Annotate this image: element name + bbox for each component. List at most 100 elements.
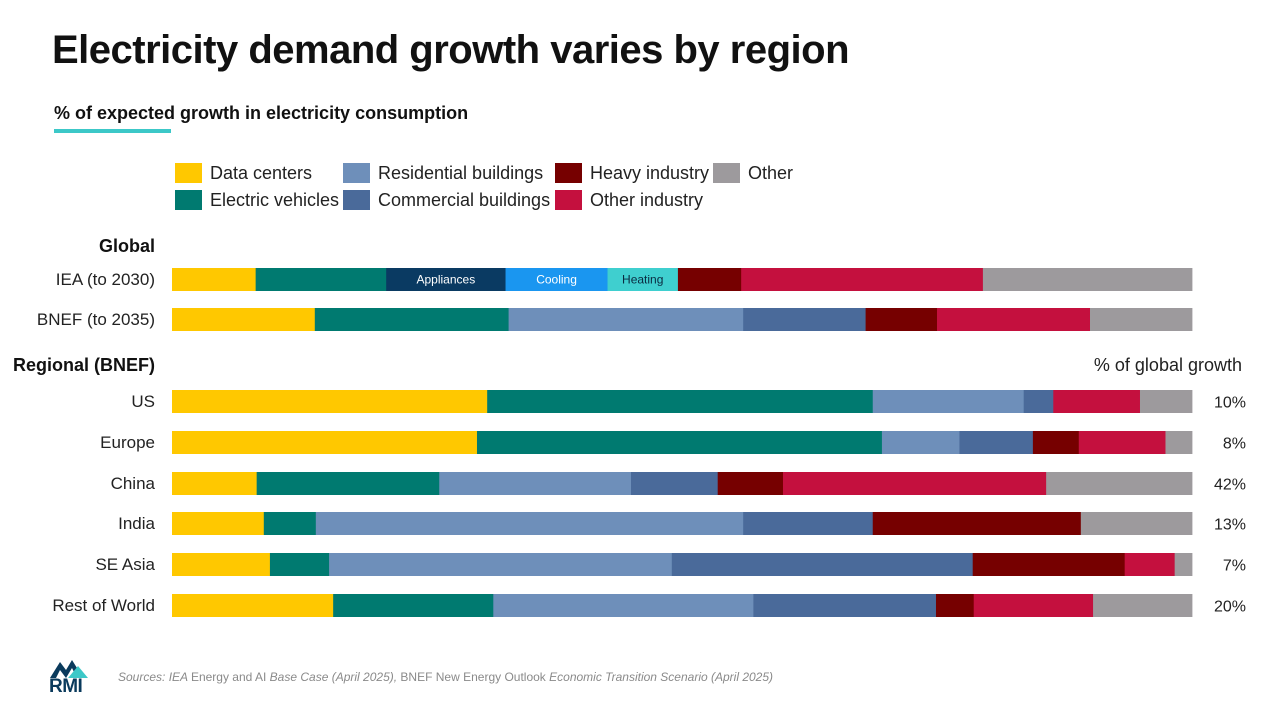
bar-segment-se-asia-other-industry bbox=[1124, 553, 1176, 576]
bar-segment-europe-residential-buildings bbox=[881, 431, 960, 454]
source-prefix: Sources: bbox=[118, 670, 169, 684]
bar-segment-bnef-to-2035-other-industry bbox=[937, 308, 1091, 331]
global-share-rest-of-world: 20% bbox=[1214, 599, 1246, 616]
row-label-iea-to-2030: IEA (to 2030) bbox=[56, 270, 155, 289]
legend-label: Commercial buildings bbox=[378, 189, 551, 210]
subtitle-underline bbox=[54, 129, 171, 133]
bar-segment-rest-of-world-residential-buildings bbox=[493, 594, 754, 617]
bar-segment-europe-electric-vehicles bbox=[476, 431, 883, 454]
bar-segment-iea-to-2030-heavy-industry bbox=[677, 268, 742, 291]
bar-segment-india-other bbox=[1080, 512, 1193, 535]
bar-segment-rest-of-world-commercial-buildings bbox=[753, 594, 937, 617]
source-note: Sources: IEA Energy and AI Base Case (Ap… bbox=[118, 670, 773, 684]
bar-segment-se-asia-commercial-buildings bbox=[671, 553, 974, 576]
bar-segment-europe-commercial-buildings bbox=[959, 431, 1034, 454]
legend-swatch bbox=[343, 163, 370, 183]
legend-swatch bbox=[555, 190, 582, 210]
bar-segment-se-asia-other bbox=[1174, 553, 1193, 576]
global-share-se-asia: 7% bbox=[1223, 558, 1246, 575]
bar-segment-india-heavy-industry bbox=[872, 512, 1082, 535]
bar-segment-china-residential-buildings bbox=[439, 472, 632, 495]
source-bnef-scenario: Economic Transition Scenario (April 2025… bbox=[549, 670, 774, 684]
bar-segment-us-commercial-buildings bbox=[1023, 390, 1054, 413]
bar-segment-india-data-centers bbox=[172, 512, 265, 535]
bar-segment-us-other bbox=[1139, 390, 1193, 413]
row-label-rest-of-world: Rest of World bbox=[52, 596, 155, 615]
row-label-china: China bbox=[111, 474, 156, 493]
bar-segment-se-asia-data-centers bbox=[172, 553, 271, 576]
bar-segment-europe-heavy-industry bbox=[1032, 431, 1080, 454]
segment-label-heating: Heating bbox=[622, 273, 663, 287]
chart-subtitle: % of expected growth in electricity cons… bbox=[54, 103, 469, 123]
legend-swatch bbox=[175, 163, 202, 183]
global-share-us: 10% bbox=[1214, 395, 1246, 412]
bar-segment-bnef-to-2035-electric-vehicles bbox=[314, 308, 509, 331]
row-label-us: US bbox=[131, 392, 155, 411]
bar-segment-rest-of-world-data-centers bbox=[172, 594, 334, 617]
bar-segment-bnef-to-2035-residential-buildings bbox=[508, 308, 744, 331]
bar-segment-us-electric-vehicles bbox=[487, 390, 874, 413]
source-bnef-report: New Energy Outlook bbox=[435, 670, 550, 684]
legend-swatch bbox=[343, 190, 370, 210]
legend-item-electric-vehicles: Electric vehicles bbox=[175, 189, 339, 211]
bar-segment-us-residential-buildings bbox=[872, 390, 1025, 413]
bar-segment-china-heavy-industry bbox=[717, 472, 784, 495]
bar-segment-china-other bbox=[1046, 472, 1193, 495]
bar-segment-china-electric-vehicles bbox=[256, 472, 440, 495]
bar-segment-rest-of-world-other bbox=[1093, 594, 1193, 617]
legend-label: Residential buildings bbox=[378, 162, 544, 183]
segment-label-appliances: Appliances bbox=[417, 273, 476, 287]
legend-label: Other industry bbox=[590, 189, 704, 210]
global-share-china: 42% bbox=[1214, 477, 1246, 494]
bar-segment-bnef-to-2035-data-centers bbox=[172, 308, 316, 331]
row-label-se-asia: SE Asia bbox=[95, 555, 155, 574]
bar-segment-se-asia-residential-buildings bbox=[329, 553, 673, 576]
global-share-india: 13% bbox=[1214, 517, 1246, 534]
bar-segment-iea-to-2030-other bbox=[982, 268, 1193, 291]
bar-segment-india-commercial-buildings bbox=[743, 512, 874, 535]
row-label-india: India bbox=[118, 514, 155, 533]
bar-segment-se-asia-heavy-industry bbox=[972, 553, 1126, 576]
bar-segment-iea-to-2030-other-industry bbox=[741, 268, 984, 291]
legend-item-residential-buildings: Residential buildings bbox=[343, 162, 543, 184]
bar-segment-iea-to-2030-appliances bbox=[386, 268, 506, 291]
bar-segment-bnef-to-2035-commercial-buildings bbox=[743, 308, 866, 331]
bar-segment-india-residential-buildings bbox=[315, 512, 744, 535]
legend-swatch bbox=[175, 190, 202, 210]
bar-segment-iea-to-2030-cooling bbox=[505, 268, 608, 291]
legend-swatch bbox=[555, 163, 582, 183]
bar-segment-india-electric-vehicles bbox=[263, 512, 317, 535]
bar-segment-bnef-to-2035-other bbox=[1090, 308, 1193, 331]
bar-segment-bnef-to-2035-heavy-industry bbox=[865, 308, 938, 331]
bar-segment-iea-to-2030-electric-vehicles bbox=[255, 268, 387, 291]
bar-segment-iea-to-2030-data-centers bbox=[172, 268, 257, 291]
legend-item-heavy-industry: Heavy industry bbox=[555, 162, 709, 184]
bar-segment-europe-other bbox=[1165, 431, 1193, 454]
source-iea-report: Energy and AI bbox=[190, 670, 270, 684]
global-share-europe: 8% bbox=[1223, 436, 1246, 453]
bar-segment-china-commercial-buildings bbox=[631, 472, 719, 495]
legend-swatch bbox=[713, 163, 740, 183]
legend-label: Electric vehicles bbox=[210, 189, 340, 210]
global-growth-header: % of global growth bbox=[1093, 355, 1242, 375]
source-iea: IEA bbox=[168, 670, 191, 684]
legend-label: Data centers bbox=[210, 162, 313, 183]
rmi-logo-icon bbox=[50, 660, 88, 678]
source-iea-case: Base Case (April 2025), bbox=[269, 670, 401, 684]
bar-segment-us-other-industry bbox=[1053, 390, 1141, 413]
segment-label-cooling: Cooling bbox=[536, 273, 577, 287]
bar-segment-china-data-centers bbox=[172, 472, 258, 495]
legend-item-other-industry: Other industry bbox=[555, 189, 703, 211]
row-label-bnef-to-2035: BNEF (to 2035) bbox=[37, 310, 155, 329]
section-label-global: Global bbox=[98, 236, 155, 256]
bar-segment-europe-data-centers bbox=[172, 431, 478, 454]
bar-segment-china-other-industry bbox=[782, 472, 1047, 495]
row-label-europe: Europe bbox=[100, 433, 155, 452]
bar-segment-iea-to-2030-heating bbox=[607, 268, 679, 291]
rmi-logo-text: RMI bbox=[49, 676, 83, 697]
legend-item-other: Other bbox=[713, 162, 793, 184]
legend-label: Heavy industry bbox=[590, 162, 710, 183]
bar-segment-rest-of-world-heavy-industry bbox=[935, 594, 975, 617]
bar-segment-us-data-centers bbox=[172, 390, 488, 413]
